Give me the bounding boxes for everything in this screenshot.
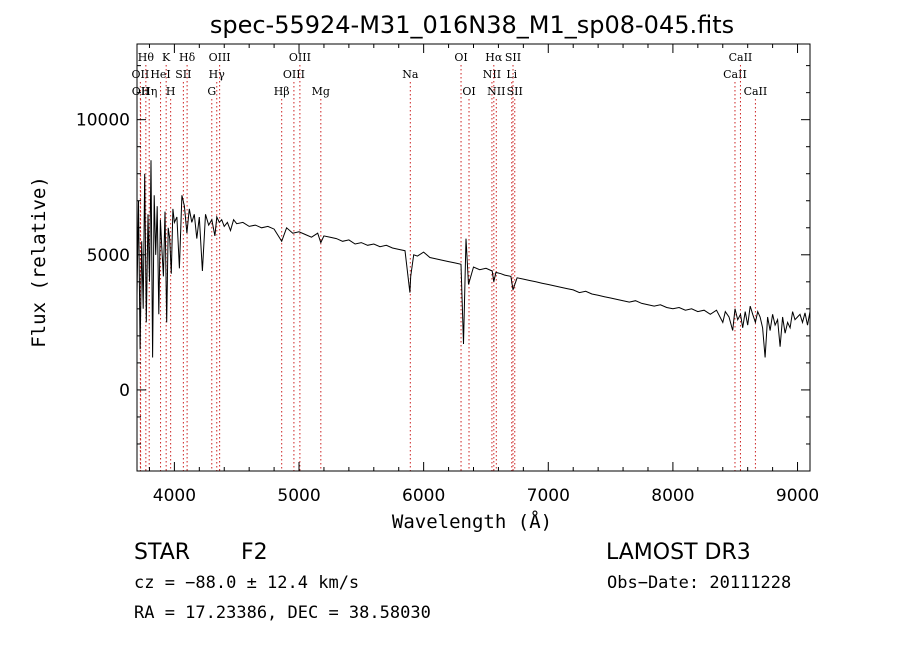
line-marker-label-24: SII <box>507 85 523 98</box>
x-tick-label-6000: 6000 <box>402 486 445 506</box>
series-line-flux <box>136 160 811 358</box>
line-marker-label-14: OIII <box>289 51 311 64</box>
class-label: STAR <box>134 540 191 565</box>
line-marker-label-18: OI <box>462 85 475 98</box>
coords-text: RA = 17.23386, DEC = 38.58030 <box>134 603 431 623</box>
line-marker-label-13: OIII <box>283 68 305 81</box>
line-marker-label-7: SII <box>175 68 191 81</box>
line-marker-label-26: CaII <box>729 51 753 64</box>
x-tick-label-7000: 7000 <box>527 486 570 506</box>
line-marker-label-23: SII <box>505 51 521 64</box>
line-marker-label-19: NII <box>483 68 501 81</box>
subclass-label: F2 <box>241 540 268 565</box>
line-marker-label-4: HeI <box>150 68 170 81</box>
x-tick-label-4000: 4000 <box>153 486 196 506</box>
line-marker-label-10: Hγ <box>209 68 226 81</box>
line-marker-label-1: OII <box>132 85 150 98</box>
line-marker-label-6: H <box>166 85 176 98</box>
line-marker-label-16: Na <box>402 68 419 81</box>
x-tick-label-9000: 9000 <box>776 486 819 506</box>
chart-title: spec-55924-M31_016N38_M1_sp08-045.fits <box>210 11 734 39</box>
redshift-text: cz = −88.0 ± 12.4 km/s <box>134 573 360 593</box>
y-tick-label-5000: 5000 <box>87 246 130 266</box>
line-marker-label-2: Hθ <box>138 51 155 64</box>
line-marker-label-11: OIII <box>209 51 231 64</box>
x-axis-label: Wavelength (Å) <box>392 510 552 533</box>
line-marker-label-25: CaII <box>723 68 747 81</box>
y-tick-label-10000: 10000 <box>76 111 130 131</box>
line-marker-label-27: CaII <box>744 85 768 98</box>
line-marker-label-15: Mg <box>312 85 330 98</box>
y-axis: 0 5000 10000 <box>76 65 810 445</box>
line-marker-label-9: G <box>207 85 216 98</box>
line-marker-label-5: K <box>162 51 171 64</box>
survey-label: LAMOST DR3 <box>606 540 751 565</box>
line-marker-label-12: Hβ <box>274 85 290 98</box>
obs-date-text: Obs−Date: 20111228 <box>607 573 792 593</box>
line-markers: OII OII Hθ Hη HeI K H SII Hδ G Hγ OIII Hβ OIII OIII Mg N… <box>132 51 768 471</box>
line-marker-label-20: Hα <box>485 51 503 64</box>
line-marker-label-17: OI <box>454 51 467 64</box>
line-marker-label-3: Hη <box>141 85 157 98</box>
x-axis: 4000 5000 6000 7000 8000 9000 <box>148 44 819 506</box>
line-marker-label-21: NII <box>487 85 505 98</box>
x-tick-label-5000: 5000 <box>277 486 320 506</box>
y-axis-label: Flux (relative) <box>28 176 50 348</box>
spectrum-series <box>136 160 811 358</box>
line-marker-label-0: OII <box>132 68 150 81</box>
line-marker-label-8: Hδ <box>179 51 196 64</box>
line-marker-label-22: Li <box>506 68 517 81</box>
plot-frame <box>136 43 811 472</box>
y-tick-label-0: 0 <box>119 381 130 401</box>
x-tick-label-8000: 8000 <box>651 486 694 506</box>
